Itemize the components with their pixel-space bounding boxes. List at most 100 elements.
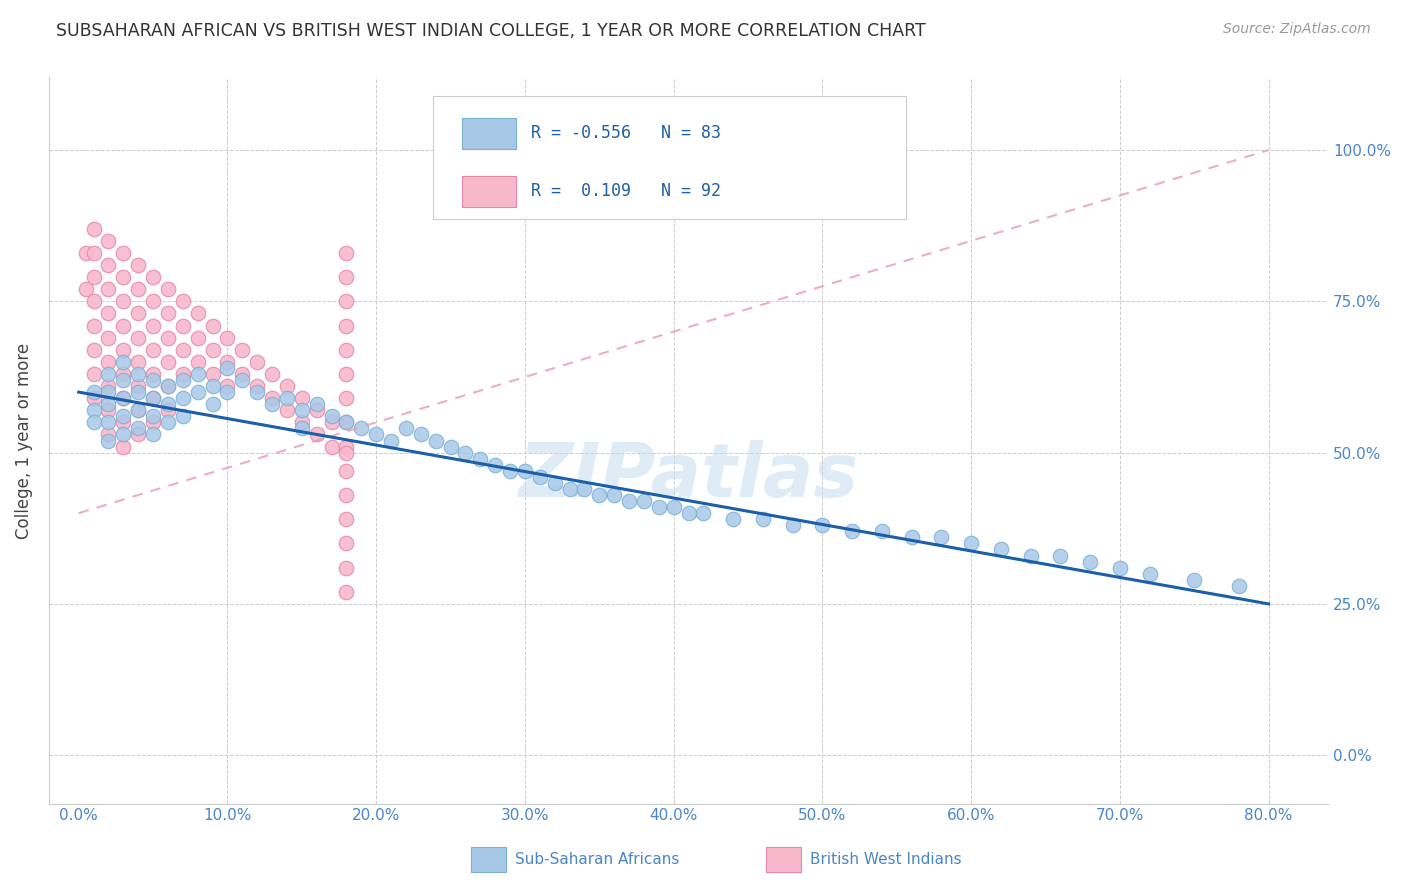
Point <box>83 391 105 405</box>
Point <box>75 282 97 296</box>
Point <box>83 270 105 285</box>
Point <box>97 331 120 345</box>
Point <box>262 391 284 405</box>
Text: ZIPatlas: ZIPatlas <box>519 441 859 513</box>
Point <box>97 427 120 442</box>
Point <box>83 221 105 235</box>
Point <box>217 331 239 345</box>
Point <box>156 379 179 393</box>
Point <box>335 367 357 381</box>
Point <box>335 270 357 285</box>
Point <box>83 343 105 357</box>
Point <box>112 343 135 357</box>
Point <box>127 421 149 435</box>
Point <box>142 294 165 309</box>
Point <box>112 440 135 454</box>
Point <box>112 246 135 260</box>
Point <box>187 355 209 369</box>
Point <box>335 440 357 454</box>
Point <box>142 409 165 424</box>
Point <box>276 379 298 393</box>
Text: Source: ZipAtlas.com: Source: ZipAtlas.com <box>1223 22 1371 37</box>
Point <box>172 373 194 387</box>
Point <box>83 367 105 381</box>
Point <box>366 427 388 442</box>
Point <box>156 306 179 320</box>
Point <box>112 373 135 387</box>
Point <box>380 434 402 448</box>
Point <box>305 427 328 442</box>
Point <box>127 355 149 369</box>
Bar <box>463 118 516 149</box>
Point <box>97 367 120 381</box>
Point <box>246 385 269 400</box>
Text: SUBSAHARAN AFRICAN VS BRITISH WEST INDIAN COLLEGE, 1 YEAR OR MORE CORRELATION CH: SUBSAHARAN AFRICAN VS BRITISH WEST INDIA… <box>56 22 927 40</box>
Point <box>335 391 357 405</box>
Point <box>588 488 610 502</box>
Point <box>335 246 357 260</box>
Point <box>499 464 522 478</box>
Point <box>97 355 120 369</box>
Point <box>1078 555 1101 569</box>
Point <box>187 367 209 381</box>
Point <box>83 294 105 309</box>
Point <box>127 258 149 272</box>
Text: R = -0.556   N = 83: R = -0.556 N = 83 <box>531 124 721 143</box>
Point <box>335 560 357 574</box>
Point <box>484 458 506 472</box>
Point <box>187 385 209 400</box>
Point <box>142 318 165 333</box>
Point <box>335 416 357 430</box>
Point <box>1139 566 1161 581</box>
Point <box>142 391 165 405</box>
Point <box>1182 573 1205 587</box>
Point <box>142 373 165 387</box>
Point <box>470 451 492 466</box>
Text: British West Indians: British West Indians <box>810 853 962 867</box>
Point <box>201 379 224 393</box>
Point <box>335 318 357 333</box>
Text: R =  0.109   N = 92: R = 0.109 N = 92 <box>531 183 721 201</box>
Point <box>246 379 269 393</box>
Point <box>83 416 105 430</box>
Point <box>97 282 120 296</box>
Point <box>321 416 343 430</box>
Point <box>172 343 194 357</box>
Point <box>97 385 120 400</box>
Point <box>321 409 343 424</box>
Point <box>1049 549 1071 563</box>
Point <box>291 403 314 417</box>
Point <box>291 416 314 430</box>
Point <box>127 403 149 417</box>
Point <box>127 379 149 393</box>
Point <box>752 512 775 526</box>
Point <box>201 397 224 411</box>
Point <box>97 258 120 272</box>
Point <box>172 391 194 405</box>
Point <box>112 391 135 405</box>
Point <box>529 470 551 484</box>
Point <box>931 530 953 544</box>
Point <box>83 246 105 260</box>
Point <box>217 360 239 375</box>
Point <box>112 409 135 424</box>
Point <box>172 367 194 381</box>
Point <box>112 318 135 333</box>
Point <box>305 397 328 411</box>
Point <box>156 397 179 411</box>
FancyBboxPatch shape <box>433 95 905 219</box>
Point <box>454 445 477 459</box>
Point <box>83 403 105 417</box>
Point <box>172 318 194 333</box>
Point <box>112 391 135 405</box>
Point <box>841 524 863 539</box>
Point <box>335 294 357 309</box>
Point <box>217 385 239 400</box>
Point <box>217 355 239 369</box>
Point <box>127 331 149 345</box>
Point <box>900 530 922 544</box>
Point <box>97 403 120 417</box>
Point <box>291 391 314 405</box>
Point <box>246 355 269 369</box>
Point <box>156 416 179 430</box>
